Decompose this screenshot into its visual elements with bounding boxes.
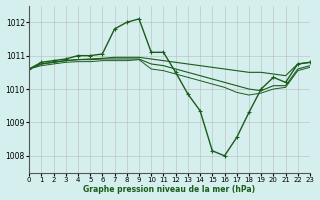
X-axis label: Graphe pression niveau de la mer (hPa): Graphe pression niveau de la mer (hPa) xyxy=(84,185,256,194)
